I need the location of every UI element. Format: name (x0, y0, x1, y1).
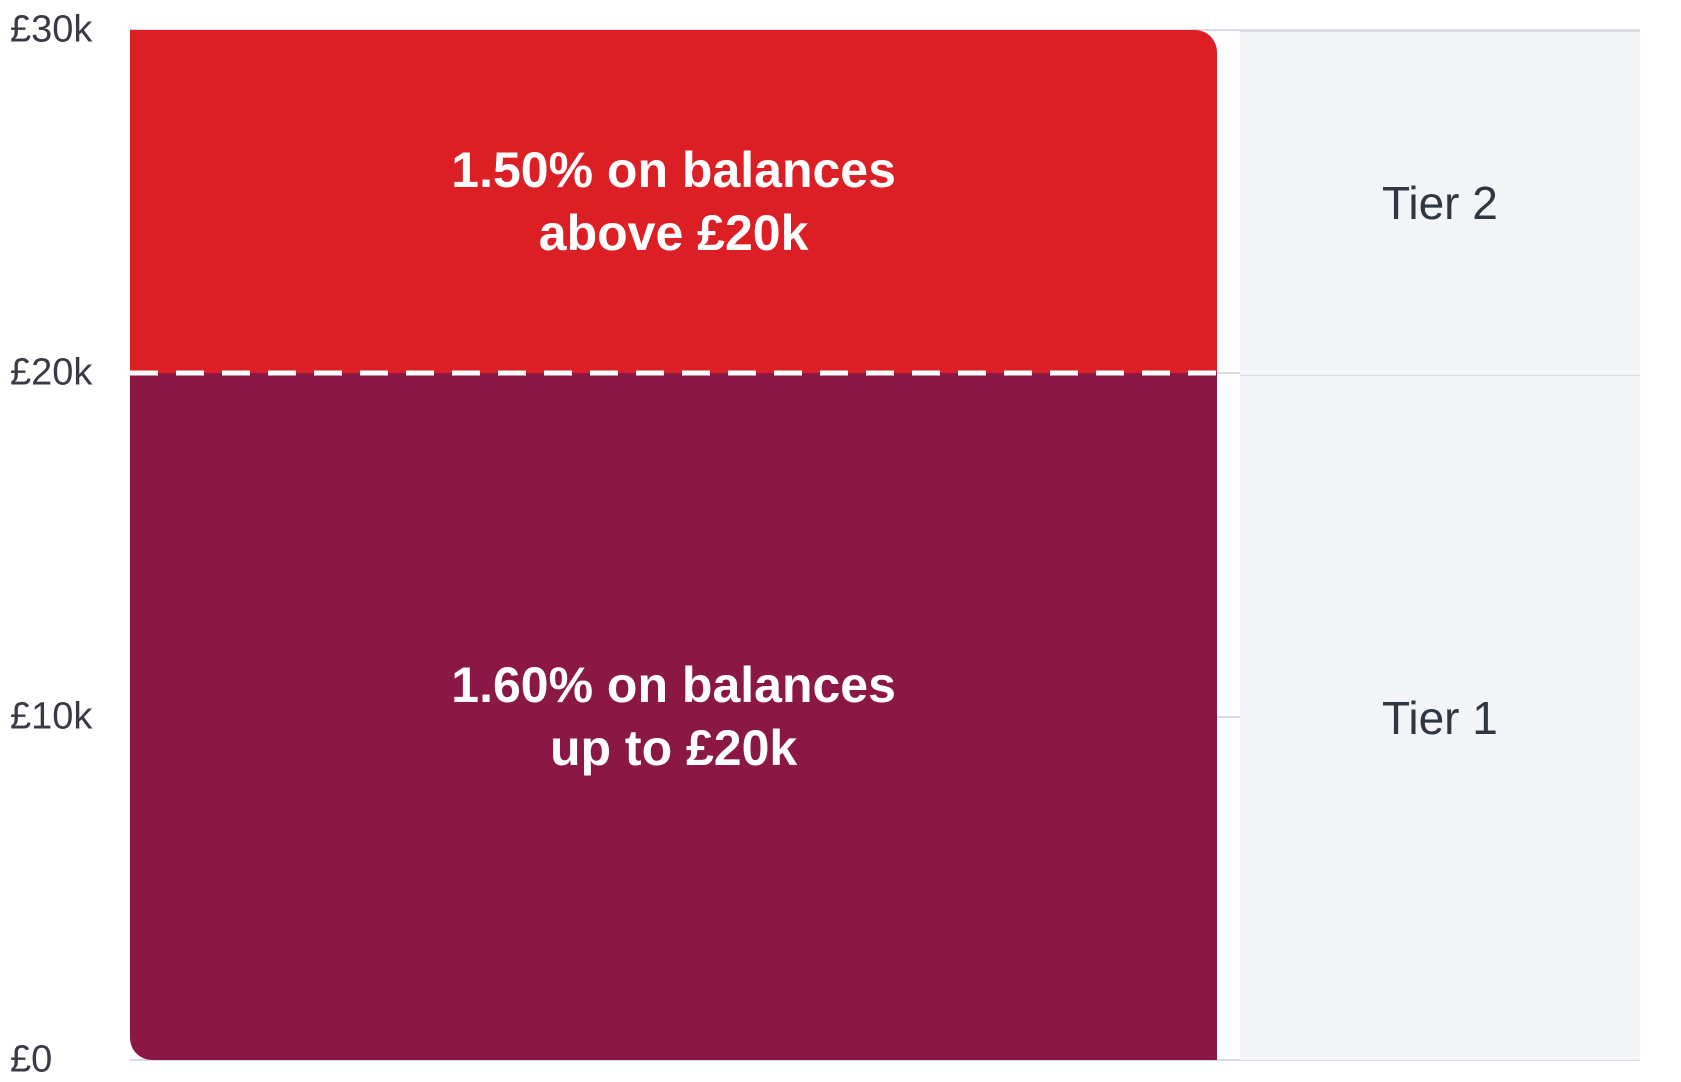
tier-chart: £0 £10k £20k £30k 1.60% on balancesup to £20… (0, 0, 1681, 1080)
side-cell-tier1-label: Tier 1 (1240, 375, 1640, 1060)
y-tick-label: £10k (10, 695, 92, 738)
segment-tier1: 1.60% on balancesup to £20k (130, 373, 1217, 1060)
y-tick-label: £20k (10, 352, 92, 395)
segment-tier2: 1.50% on balancesabove £20k (130, 30, 1217, 373)
y-tick-label: £30k (10, 9, 92, 52)
segment-label-line2: up to £20k (451, 717, 896, 780)
bar-stack: 1.60% on balancesup to £20k1.50% on bala… (130, 30, 1217, 1060)
side-cell-label: Tier 2 (1382, 176, 1498, 230)
segment-label-line1: 1.50% on balances (451, 139, 896, 202)
tier-side-panel: Tier 2 Tier 1 (1240, 30, 1640, 1060)
segment-label-line2: above £20k (451, 202, 896, 265)
segment-label-line1: 1.60% on balances (451, 654, 896, 717)
side-cell-tier2-label: Tier 2 (1240, 32, 1640, 375)
tier-divider (130, 371, 1217, 376)
y-tick-label: £0 (10, 1039, 52, 1082)
side-cell-label: Tier 1 (1382, 691, 1498, 745)
plot-area: £0£10k£20k£30k1.60% on balancesup to £20… (130, 30, 1640, 1060)
